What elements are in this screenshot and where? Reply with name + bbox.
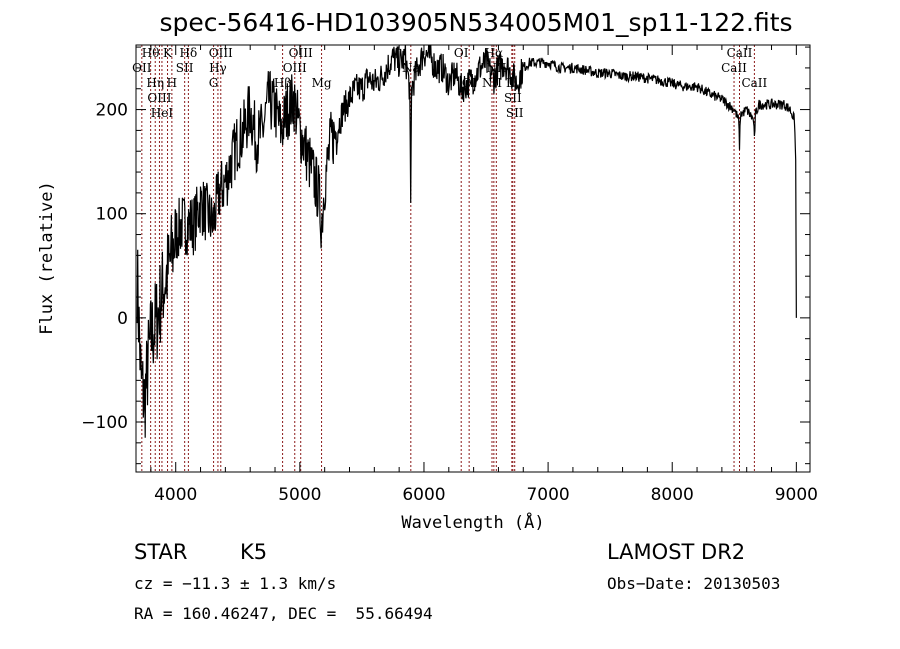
line-label: Hδ	[180, 46, 198, 60]
line-label: HeI	[151, 106, 174, 120]
plot-frame	[135, 44, 811, 473]
line-label: OIII	[283, 61, 307, 75]
line-label: K	[163, 46, 173, 60]
line-label: SII	[176, 61, 194, 75]
line-label: Hγ	[209, 61, 227, 75]
line-label: OI	[454, 46, 469, 60]
line-label: Hβ	[274, 76, 291, 90]
line-label: SII	[506, 106, 524, 120]
y-tick-label: 0	[117, 309, 128, 329]
spectrum-line	[136, 45, 797, 438]
line-label: OIII	[289, 46, 313, 60]
y-tick-label: 100	[96, 205, 128, 225]
x-tick-label: 5000	[278, 485, 321, 505]
x-tick-label: 4000	[154, 485, 197, 505]
line-label: G	[209, 76, 219, 90]
line-label: Hθ	[142, 46, 160, 60]
line-label: SII	[504, 91, 522, 105]
line-label: OII	[132, 61, 152, 75]
chart-title: spec-56416-HD103905N534005M01_sp11-122.f…	[159, 8, 793, 37]
survey-label: LAMOST DR2	[607, 540, 746, 564]
line-label: OIII	[209, 46, 233, 60]
x-tick-label: 9000	[775, 485, 818, 505]
x-tick-label: 7000	[526, 485, 569, 505]
object-class: STAR	[134, 540, 188, 564]
obs-date: Obs−Date: 20130503	[607, 574, 781, 593]
x-axis-label: Wavelength (Å)	[401, 511, 544, 533]
line-label: CaII	[721, 61, 747, 75]
x-tick-label: 6000	[402, 485, 445, 505]
x-tick-label: 8000	[651, 485, 694, 505]
line-label: Hη	[146, 76, 164, 90]
y-tick-label: −100	[81, 413, 128, 433]
coordinates: RA = 160.46247, DEC = 55.66494	[134, 604, 433, 623]
y-tick-label: 200	[96, 101, 128, 121]
y-axis-label: Flux (relative)	[37, 181, 57, 335]
line-label: OIII	[147, 91, 171, 105]
line-label: NII	[482, 76, 502, 90]
line-label: CaII	[727, 46, 753, 60]
line-label: H	[167, 76, 177, 90]
line-label: CaII	[741, 76, 767, 90]
subclass: K5	[240, 540, 268, 564]
line-label: Mg	[312, 76, 332, 90]
redshift-info: cz = −11.3 ± 1.3 km/s	[134, 574, 337, 593]
